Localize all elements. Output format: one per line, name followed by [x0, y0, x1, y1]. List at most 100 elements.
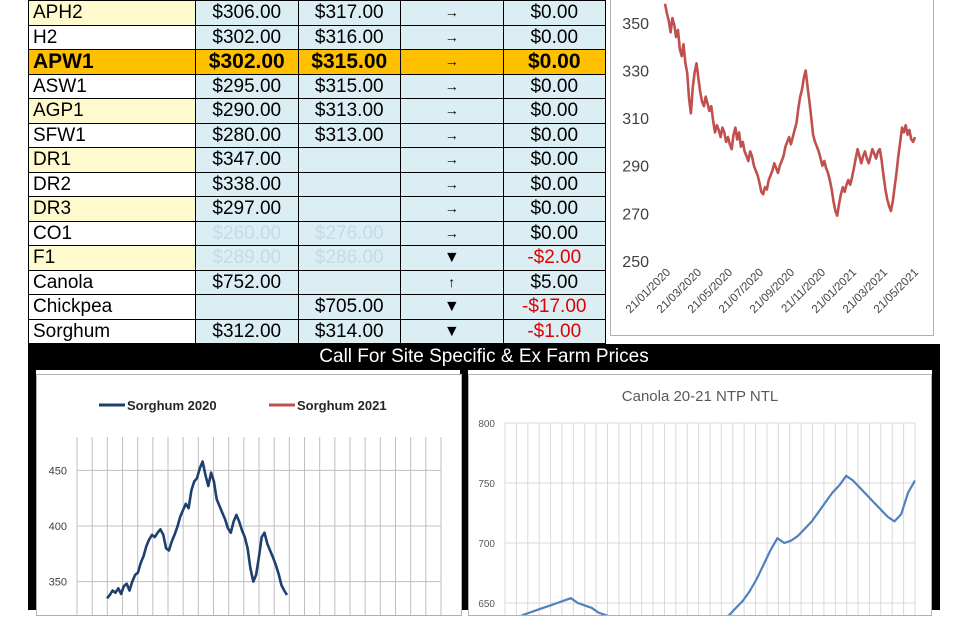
grade-cell: DR3: [28, 196, 196, 222]
price-row-aph2: APH2 $306.00 $317.00 → $0.00: [28, 0, 606, 26]
trend-cell: →: [400, 24, 504, 50]
grade-cell: Chickpea: [28, 294, 196, 320]
ask-cell: [297, 269, 401, 295]
legend-label: Sorghum 2020: [127, 398, 217, 413]
change-cell: $0.00: [502, 49, 606, 75]
price-series-line: [663, 3, 917, 217]
bid-cell: [195, 294, 299, 320]
sorghum-chart-svg: 450 400 350 Sorghum 2020 Sorghum 2021: [49, 398, 442, 615]
bid-cell: $280.00: [195, 122, 299, 148]
price-row-agp1: AGP1 $290.00 $313.00 → $0.00: [28, 98, 606, 124]
ask-cell: $314.00: [297, 318, 401, 344]
chart-title: Canola 20-21 NTP NTL: [622, 388, 778, 405]
panel-frame-left: [28, 370, 36, 610]
price-row-f1: F1 $289.00 $286.00 ▼ -$2.00: [28, 245, 606, 271]
bid-cell: $302.00: [195, 49, 299, 75]
canola-chart-svg: Canola 20-21 NTP NTL 800 750 700 650: [478, 388, 916, 620]
grade-cell: AGP1: [28, 98, 196, 124]
call-banner: Call For Site Specific & Ex Farm Prices: [28, 344, 940, 370]
price-row-canola: Canola $752.00 ↑ $5.00: [28, 269, 606, 295]
bid-cell: $297.00: [195, 196, 299, 222]
trend-cell: ▼: [400, 294, 504, 320]
change-cell: $5.00: [502, 269, 606, 295]
ask-cell: $276.00: [297, 220, 401, 246]
trend-cell: →: [400, 73, 504, 99]
canola-series-line: [508, 474, 916, 620]
ask-cell: $317.00: [297, 0, 401, 26]
trend-cell: →: [400, 220, 504, 246]
change-cell: $0.00: [502, 24, 606, 50]
ask-cell: $313.00: [297, 122, 401, 148]
trend-cell: →: [400, 49, 504, 75]
legend-label: Sorghum 2021: [297, 398, 387, 413]
change-cell: -$2.00: [502, 245, 606, 271]
bid-cell: $260.00: [195, 220, 299, 246]
bid-cell: $302.00: [195, 24, 299, 50]
grade-cell: H2: [28, 24, 196, 50]
trend-cell: →: [400, 98, 504, 124]
bid-cell: $295.00: [195, 73, 299, 99]
change-cell: $0.00: [502, 220, 606, 246]
y-tick-label: 650: [478, 599, 495, 610]
ask-cell: $313.00: [297, 98, 401, 124]
trend-cell: ▼: [400, 318, 504, 344]
trend-cell: →: [400, 196, 504, 222]
y-tick-label: 290: [622, 159, 649, 176]
price-row-sfw1: SFW1 $280.00 $313.00 → $0.00: [28, 122, 606, 148]
y-tick-label: 700: [478, 539, 495, 550]
grade-cell: Sorghum: [28, 318, 196, 344]
grade-cell: APH2: [28, 0, 196, 26]
ask-cell: $286.00: [297, 245, 401, 271]
ask-cell: $705.00: [297, 294, 401, 320]
price-row-chickpea: Chickpea $705.00 ▼ -$17.00: [28, 294, 606, 320]
y-tick-label: 800: [478, 419, 495, 430]
change-cell: $0.00: [502, 171, 606, 197]
price-row-dr1: DR1 $347.00 → $0.00: [28, 147, 606, 173]
panel-frame-right: [932, 344, 940, 610]
price-row-asw1: ASW1 $295.00 $315.00 → $0.00: [28, 73, 606, 99]
panel-frame-middle: [460, 370, 468, 610]
y-tick-label: 330: [622, 63, 649, 80]
price-row-dr3: DR3 $297.00 → $0.00: [28, 196, 606, 222]
y-tick-label: 400: [49, 521, 67, 533]
y-tick-label: 270: [622, 206, 649, 223]
canola-chart: Canola 20-21 NTP NTL 800 750 700 650: [468, 374, 932, 620]
change-cell: $0.00: [502, 196, 606, 222]
trend-cell: →: [400, 0, 504, 26]
bid-cell: $290.00: [195, 98, 299, 124]
trend-cell: →: [400, 147, 504, 173]
price-history-svg: 35033031029027025021/01/202021/03/202021…: [622, 3, 921, 316]
trend-cell: →: [400, 171, 504, 197]
change-cell: $0.00: [502, 98, 606, 124]
bid-cell: $312.00: [195, 318, 299, 344]
change-cell: -$1.00: [502, 318, 606, 344]
price-history-chart: 350 330 310 290 270 250 21/01/2020 21/03/2020 21…: [610, 0, 934, 336]
ask-cell: $316.00: [297, 24, 401, 50]
change-cell: $0.00: [502, 147, 606, 173]
ask-cell: [297, 171, 401, 197]
trend-cell: →: [400, 122, 504, 148]
change-cell: -$17.00: [502, 294, 606, 320]
grade-cell: DR2: [28, 171, 196, 197]
bid-cell: $347.00: [195, 147, 299, 173]
grade-cell: ASW1: [28, 73, 196, 99]
price-row-co1: CO1 $260.00 $276.00 → $0.00: [28, 220, 606, 246]
grade-cell: CO1: [28, 220, 196, 246]
ask-cell: [297, 196, 401, 222]
grade-cell: F1: [28, 245, 196, 271]
y-tick-label: 750: [478, 479, 495, 490]
ask-cell: $315.00: [297, 73, 401, 99]
price-table: APH2 $306.00 $317.00 → $0.00 H2 $302.00 $316.00…: [28, 0, 606, 344]
bid-cell: $306.00: [195, 0, 299, 26]
trend-cell: ▼: [400, 245, 504, 271]
ask-cell: $315.00: [297, 49, 401, 75]
grade-cell: DR1: [28, 147, 196, 173]
price-row-h2: H2 $302.00 $316.00 → $0.00: [28, 24, 606, 50]
price-row-dr2: DR2 $338.00 → $0.00: [28, 171, 606, 197]
ask-cell: [297, 147, 401, 173]
grade-cell: Canola: [28, 269, 196, 295]
trend-cell: ↑: [400, 269, 504, 295]
bid-cell: $752.00: [195, 269, 299, 295]
grade-cell: APW1: [28, 49, 196, 75]
y-tick-label: 350: [622, 16, 649, 33]
